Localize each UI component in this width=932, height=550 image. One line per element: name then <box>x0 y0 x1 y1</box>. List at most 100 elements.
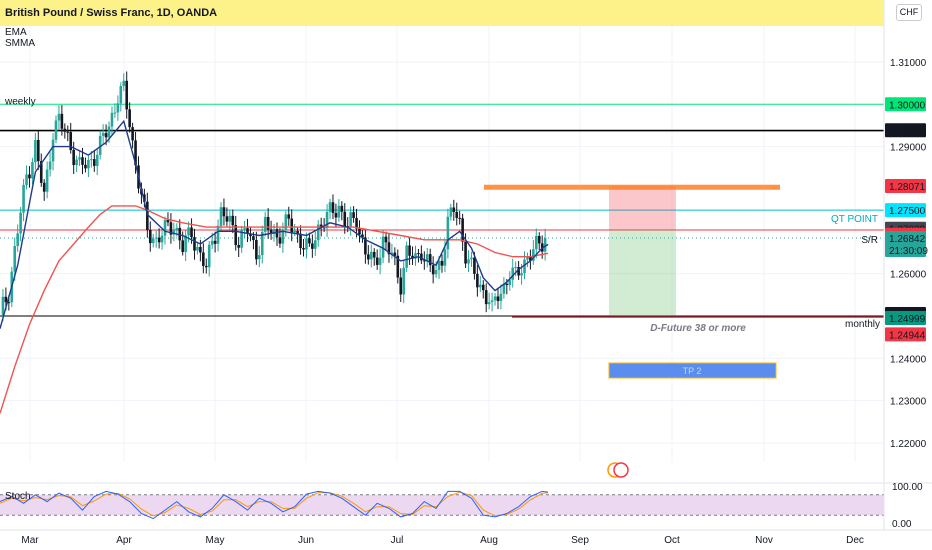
candle-body <box>92 159 96 166</box>
candle-body <box>202 252 205 266</box>
candle-body <box>216 225 220 244</box>
candle-body <box>69 132 73 150</box>
price-tag-teal <box>885 230 926 257</box>
candle-body <box>443 249 447 266</box>
candle-body <box>423 260 426 262</box>
price-tag-text: 1.29386 <box>889 126 926 137</box>
candle-body <box>72 149 75 166</box>
candle-body <box>25 174 28 185</box>
candle-body <box>484 290 488 305</box>
candle-body <box>163 220 167 236</box>
candle-body <box>328 202 332 212</box>
candle-body <box>266 216 270 230</box>
candle-body <box>361 234 364 238</box>
month-tick: Apr <box>116 535 132 546</box>
candle-body <box>54 120 58 140</box>
candle-body <box>160 235 164 243</box>
candle-body <box>175 227 179 230</box>
candles <box>1 71 547 322</box>
candle-body <box>399 277 403 295</box>
candle-body <box>81 157 84 165</box>
candle-body <box>252 236 255 240</box>
candle-body <box>169 222 173 235</box>
candle-body <box>98 135 102 155</box>
price-tag-red <box>885 178 926 193</box>
candle-body <box>302 248 305 250</box>
candle-body <box>532 249 535 261</box>
candle-body <box>367 254 370 260</box>
candle-body <box>375 257 379 265</box>
candle-body <box>428 254 432 266</box>
candle-body <box>411 255 414 259</box>
candle-body <box>51 139 55 162</box>
candle-body <box>190 227 193 238</box>
candle-body <box>331 202 335 213</box>
candle-body <box>243 228 246 231</box>
price-tag-green <box>885 97 926 112</box>
candle-body <box>290 218 294 233</box>
time-axis: Mar Apr May Jun Jul Aug Sep Oct Nov Dec <box>0 529 932 546</box>
tp2-label: TP 2 <box>683 366 702 376</box>
candle-body <box>467 259 470 264</box>
candle-body <box>34 140 37 163</box>
candle-body <box>4 296 8 303</box>
grid <box>0 26 884 462</box>
currency-button[interactable]: CHF <box>896 4 922 21</box>
candle-body <box>151 238 155 244</box>
candle-body <box>390 252 394 255</box>
candle-body <box>207 244 211 268</box>
month-tick: Oct <box>664 535 680 546</box>
price-axis: 1.31000 1.30000 1.29386 1.29000 1.28071 1.275… <box>883 0 928 530</box>
candle-body <box>107 126 111 138</box>
candle-body <box>42 182 46 192</box>
candle-body <box>37 140 40 162</box>
candle-body <box>405 245 408 268</box>
candle-body <box>537 236 541 244</box>
candle-body <box>408 245 411 256</box>
candle-body <box>116 103 120 113</box>
month-tick: Dec <box>846 535 864 546</box>
price-tick: 1.29000 <box>890 143 927 154</box>
future-label: D-Future 38 or more <box>650 323 746 334</box>
price-tick: 1.31000 <box>890 58 927 69</box>
candle-body <box>520 273 523 276</box>
candle-body <box>352 212 355 218</box>
smma-legend[interactable]: SMMA <box>5 38 35 49</box>
price-tag-text: 1.24944 <box>889 330 926 341</box>
candle-body <box>402 267 405 295</box>
candle-body <box>13 246 17 272</box>
candle-body <box>66 131 70 133</box>
candle-body <box>45 169 49 192</box>
candle-body <box>293 230 296 233</box>
candle-body <box>263 216 267 232</box>
price-tag-green2 <box>885 311 926 326</box>
candle-body <box>499 293 503 301</box>
candle-body <box>493 296 497 301</box>
candle-body <box>187 227 190 236</box>
candle-body <box>7 302 11 304</box>
stoch-pane: Stoch 100.00 0.00 <box>0 482 932 530</box>
month-tick: Mar <box>21 535 39 546</box>
candle-body <box>60 113 64 129</box>
candle-body <box>225 216 229 222</box>
candle-body <box>358 228 361 235</box>
candle-body <box>196 246 199 251</box>
candle-body <box>39 161 43 183</box>
candle-body <box>296 230 299 234</box>
price-tag-red <box>885 327 926 342</box>
candle-body <box>143 194 146 202</box>
level-label-weekly: weekly <box>4 97 36 108</box>
candle-body <box>122 80 126 86</box>
candle-body <box>210 240 214 245</box>
month-tick: Jun <box>298 535 314 546</box>
candle-body <box>325 211 329 229</box>
candle-body <box>281 230 285 244</box>
candle-body <box>204 265 208 268</box>
candle-body <box>378 257 382 265</box>
candle-body <box>446 216 450 250</box>
ema-legend[interactable]: EMA <box>5 27 27 38</box>
candle-body <box>340 205 344 212</box>
candle-body <box>337 205 341 218</box>
candle-body <box>508 279 512 286</box>
